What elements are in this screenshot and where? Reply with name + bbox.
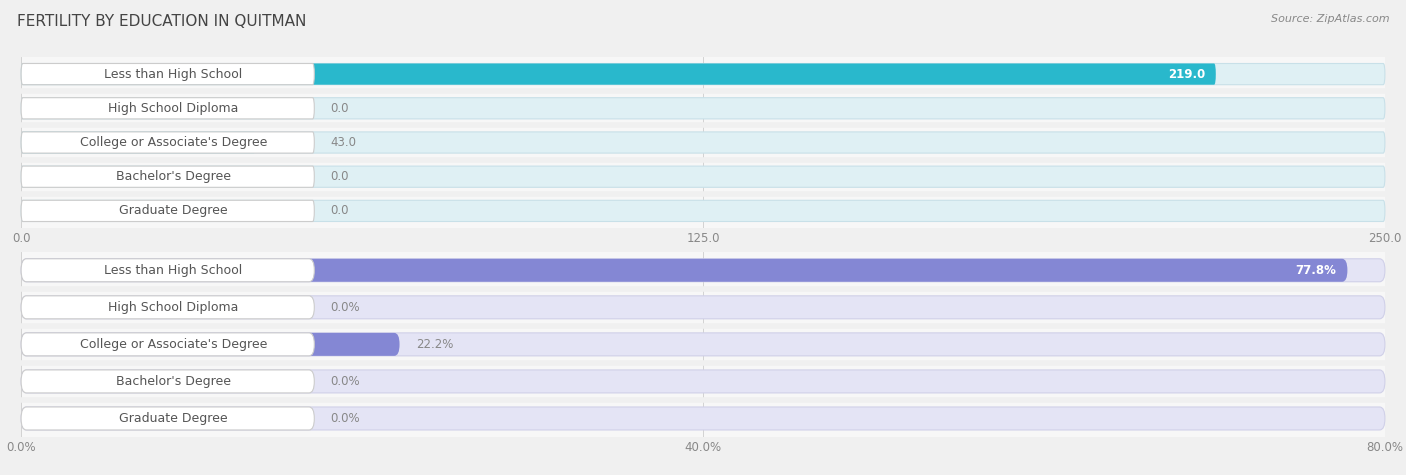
Text: 0.0: 0.0 xyxy=(330,204,349,218)
Text: 0.0%: 0.0% xyxy=(330,301,360,314)
FancyBboxPatch shape xyxy=(21,132,315,153)
Text: 43.0: 43.0 xyxy=(330,136,357,149)
FancyBboxPatch shape xyxy=(21,370,315,393)
FancyBboxPatch shape xyxy=(21,407,315,430)
FancyBboxPatch shape xyxy=(21,259,315,282)
Text: Bachelor's Degree: Bachelor's Degree xyxy=(117,170,231,183)
Text: 0.0%: 0.0% xyxy=(330,412,360,425)
FancyBboxPatch shape xyxy=(21,166,1385,187)
FancyBboxPatch shape xyxy=(21,64,1216,85)
Text: Less than High School: Less than High School xyxy=(104,264,243,277)
FancyBboxPatch shape xyxy=(21,370,1385,393)
Text: High School Diploma: High School Diploma xyxy=(108,301,239,314)
Text: Bachelor's Degree: Bachelor's Degree xyxy=(117,375,231,388)
FancyBboxPatch shape xyxy=(21,296,1385,319)
Text: College or Associate's Degree: College or Associate's Degree xyxy=(80,338,267,351)
Text: Graduate Degree: Graduate Degree xyxy=(120,412,228,425)
FancyBboxPatch shape xyxy=(21,333,1385,356)
FancyBboxPatch shape xyxy=(21,132,256,153)
Text: Less than High School: Less than High School xyxy=(104,67,243,81)
FancyBboxPatch shape xyxy=(21,296,315,319)
Text: FERTILITY BY EDUCATION IN QUITMAN: FERTILITY BY EDUCATION IN QUITMAN xyxy=(17,14,307,29)
FancyBboxPatch shape xyxy=(21,98,315,119)
Text: 0.0: 0.0 xyxy=(330,170,349,183)
Text: College or Associate's Degree: College or Associate's Degree xyxy=(80,136,267,149)
FancyBboxPatch shape xyxy=(21,132,1385,153)
Text: 77.8%: 77.8% xyxy=(1295,264,1337,277)
FancyBboxPatch shape xyxy=(21,259,1347,282)
FancyBboxPatch shape xyxy=(21,407,1385,430)
FancyBboxPatch shape xyxy=(21,333,399,356)
Text: 22.2%: 22.2% xyxy=(416,338,453,351)
FancyBboxPatch shape xyxy=(21,333,315,356)
Text: High School Diploma: High School Diploma xyxy=(108,102,239,115)
Text: Source: ZipAtlas.com: Source: ZipAtlas.com xyxy=(1271,14,1389,24)
Text: 219.0: 219.0 xyxy=(1167,67,1205,81)
FancyBboxPatch shape xyxy=(21,98,1385,119)
FancyBboxPatch shape xyxy=(21,259,1385,282)
FancyBboxPatch shape xyxy=(21,64,315,85)
Text: 0.0%: 0.0% xyxy=(330,375,360,388)
Text: Graduate Degree: Graduate Degree xyxy=(120,204,228,218)
FancyBboxPatch shape xyxy=(21,200,315,221)
Text: 0.0: 0.0 xyxy=(330,102,349,115)
FancyBboxPatch shape xyxy=(21,166,315,187)
FancyBboxPatch shape xyxy=(21,64,1385,85)
FancyBboxPatch shape xyxy=(21,200,1385,221)
